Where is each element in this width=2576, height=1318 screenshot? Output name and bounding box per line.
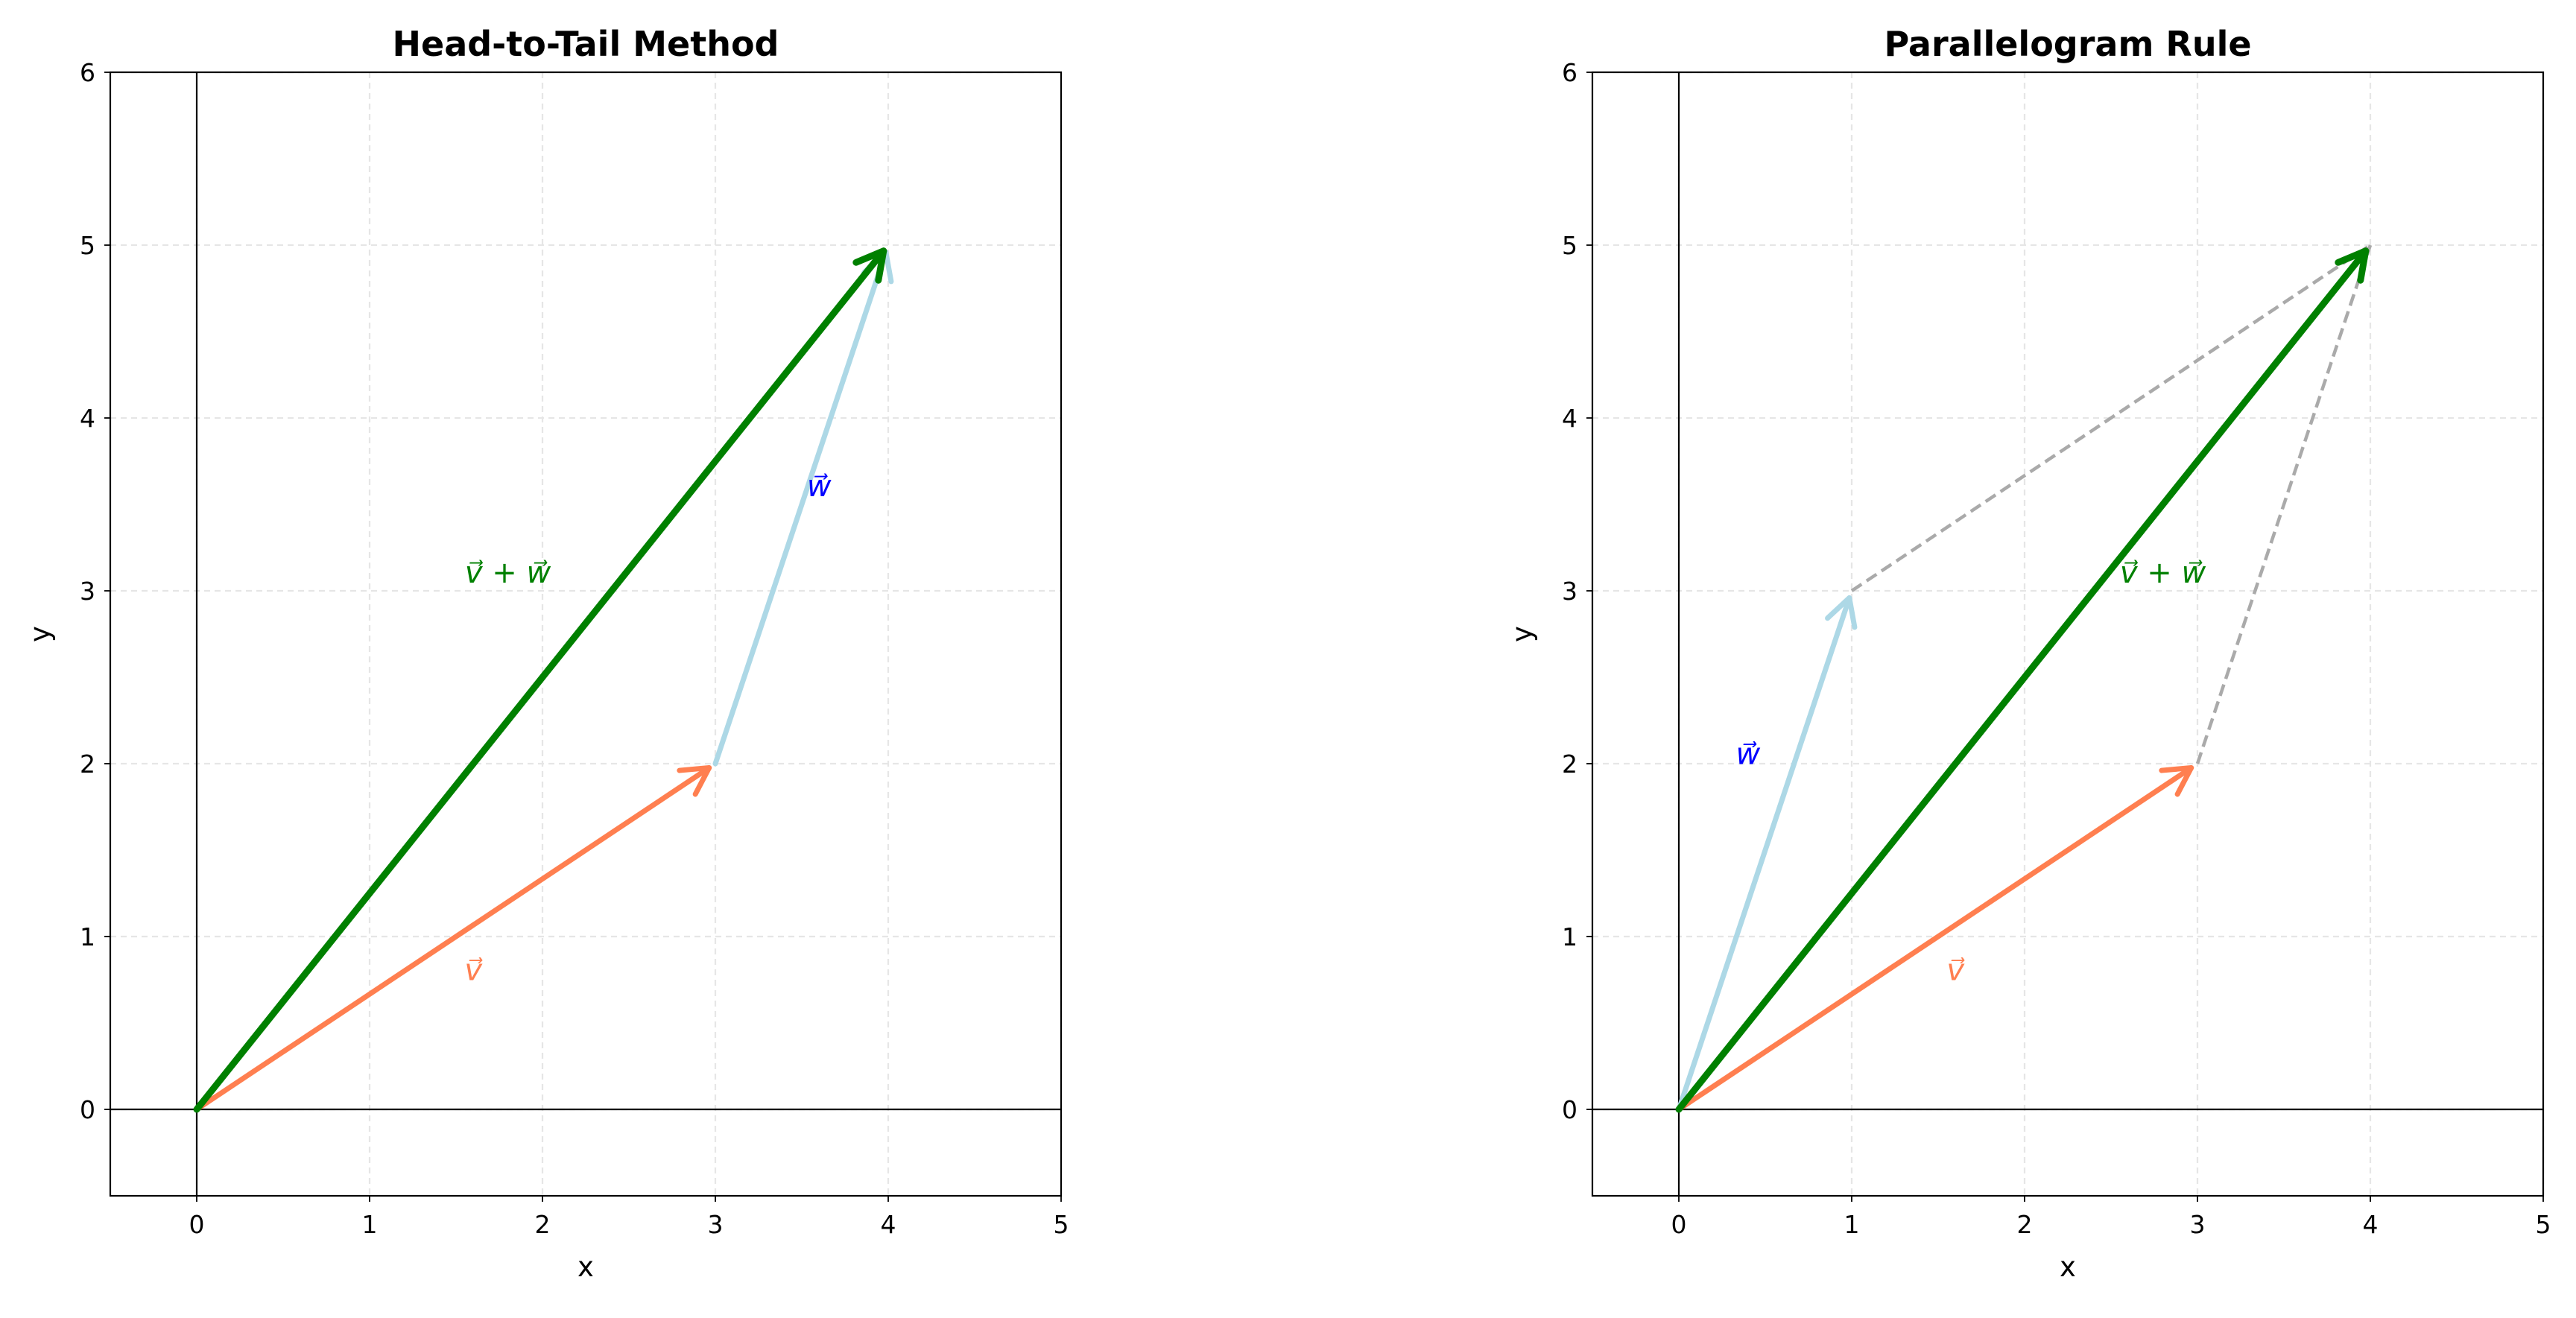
x-tick-label: 5 xyxy=(2536,1210,2551,1239)
vector-v-arrowhead xyxy=(677,765,712,797)
y-tick-label: 1 xyxy=(80,922,95,951)
x-tick-label: 3 xyxy=(2190,1210,2206,1239)
y-tick-label: 2 xyxy=(80,750,95,779)
vector-v-plus-w-arrowhead xyxy=(852,247,887,284)
y-tick-label: 4 xyxy=(80,404,95,433)
vector-v-plus-w-shaft xyxy=(193,247,887,1113)
vector-v-plus-w-label: v⃗ + w⃗ xyxy=(465,556,551,590)
chart-panel-2: 0 1 2 3 4 5 0 1 2 3 4 5 6 v⃗ w⃗ v⃗ + w⃗ Parallelogram Ru… xyxy=(1506,24,2551,1283)
x-tick-label: 4 xyxy=(881,1210,896,1239)
vector-v-shaft xyxy=(1676,765,2194,1112)
vector-v-plus-w-label: v⃗ + w⃗ xyxy=(2120,556,2206,590)
x-axis-label: x xyxy=(577,1251,594,1283)
y-tick-label: 6 xyxy=(80,58,95,87)
x-tick-label: 4 xyxy=(2363,1210,2379,1239)
y-axis-label: y xyxy=(24,626,56,642)
x-tick-label: 2 xyxy=(535,1210,551,1239)
y-tick-label: 0 xyxy=(1562,1095,1577,1124)
y-tick-label: 3 xyxy=(80,577,95,606)
chart-title: Head-to-Tail Method xyxy=(393,24,779,64)
vector-v-label: v⃗ xyxy=(464,953,483,987)
y-tick-label: 3 xyxy=(1562,577,1577,606)
x-tick-label: 0 xyxy=(189,1210,205,1239)
vector-v-label: v⃗ xyxy=(1946,953,1965,987)
x-tick-label: 2 xyxy=(2017,1210,2033,1239)
y-tick-label: 5 xyxy=(1562,231,1577,260)
x-tick-label: 3 xyxy=(708,1210,724,1239)
vector-w-label: w⃗ xyxy=(1735,737,1760,771)
vector-v-arrowhead xyxy=(2159,765,2194,797)
vector-v-plus-w-arrowhead xyxy=(2335,247,2370,284)
parallelogram-dashed-line xyxy=(1850,244,2372,592)
vector-w-arrowhead xyxy=(1825,595,1858,630)
chart-panel-1: 0 1 2 3 4 5 0 1 2 3 4 5 6 v⃗ w⃗ v⃗ + w⃗ Head-to-Tail Met… xyxy=(24,24,1069,1283)
x-axis-label: x xyxy=(2060,1251,2076,1283)
y-tick-label: 6 xyxy=(1562,58,1577,87)
x-tick-label: 1 xyxy=(362,1210,378,1239)
parallelogram-dashed-line xyxy=(2195,244,2373,764)
x-tick-label: 1 xyxy=(1844,1210,1860,1239)
vector-v-shaft xyxy=(194,765,712,1112)
y-tick-label: 4 xyxy=(1562,404,1577,433)
y-tick-label: 0 xyxy=(80,1095,95,1124)
x-tick-label: 5 xyxy=(1054,1210,1069,1239)
y-tick-label: 5 xyxy=(80,231,95,260)
vector-w-shaft xyxy=(712,249,889,767)
y-tick-label: 1 xyxy=(1562,922,1577,951)
y-axis-label: y xyxy=(1506,626,1538,642)
vector-w-shaft xyxy=(1676,595,1852,1112)
axes-frame xyxy=(109,71,1063,1197)
x-tick-label: 0 xyxy=(1671,1210,1687,1239)
chart-title: Parallelogram Rule xyxy=(1884,24,2251,64)
vector-w-label: w⃗ xyxy=(807,469,832,504)
axes-frame xyxy=(1591,71,2545,1197)
y-tick-label: 2 xyxy=(1562,750,1577,779)
vector-v-plus-w-shaft xyxy=(1675,247,2370,1113)
